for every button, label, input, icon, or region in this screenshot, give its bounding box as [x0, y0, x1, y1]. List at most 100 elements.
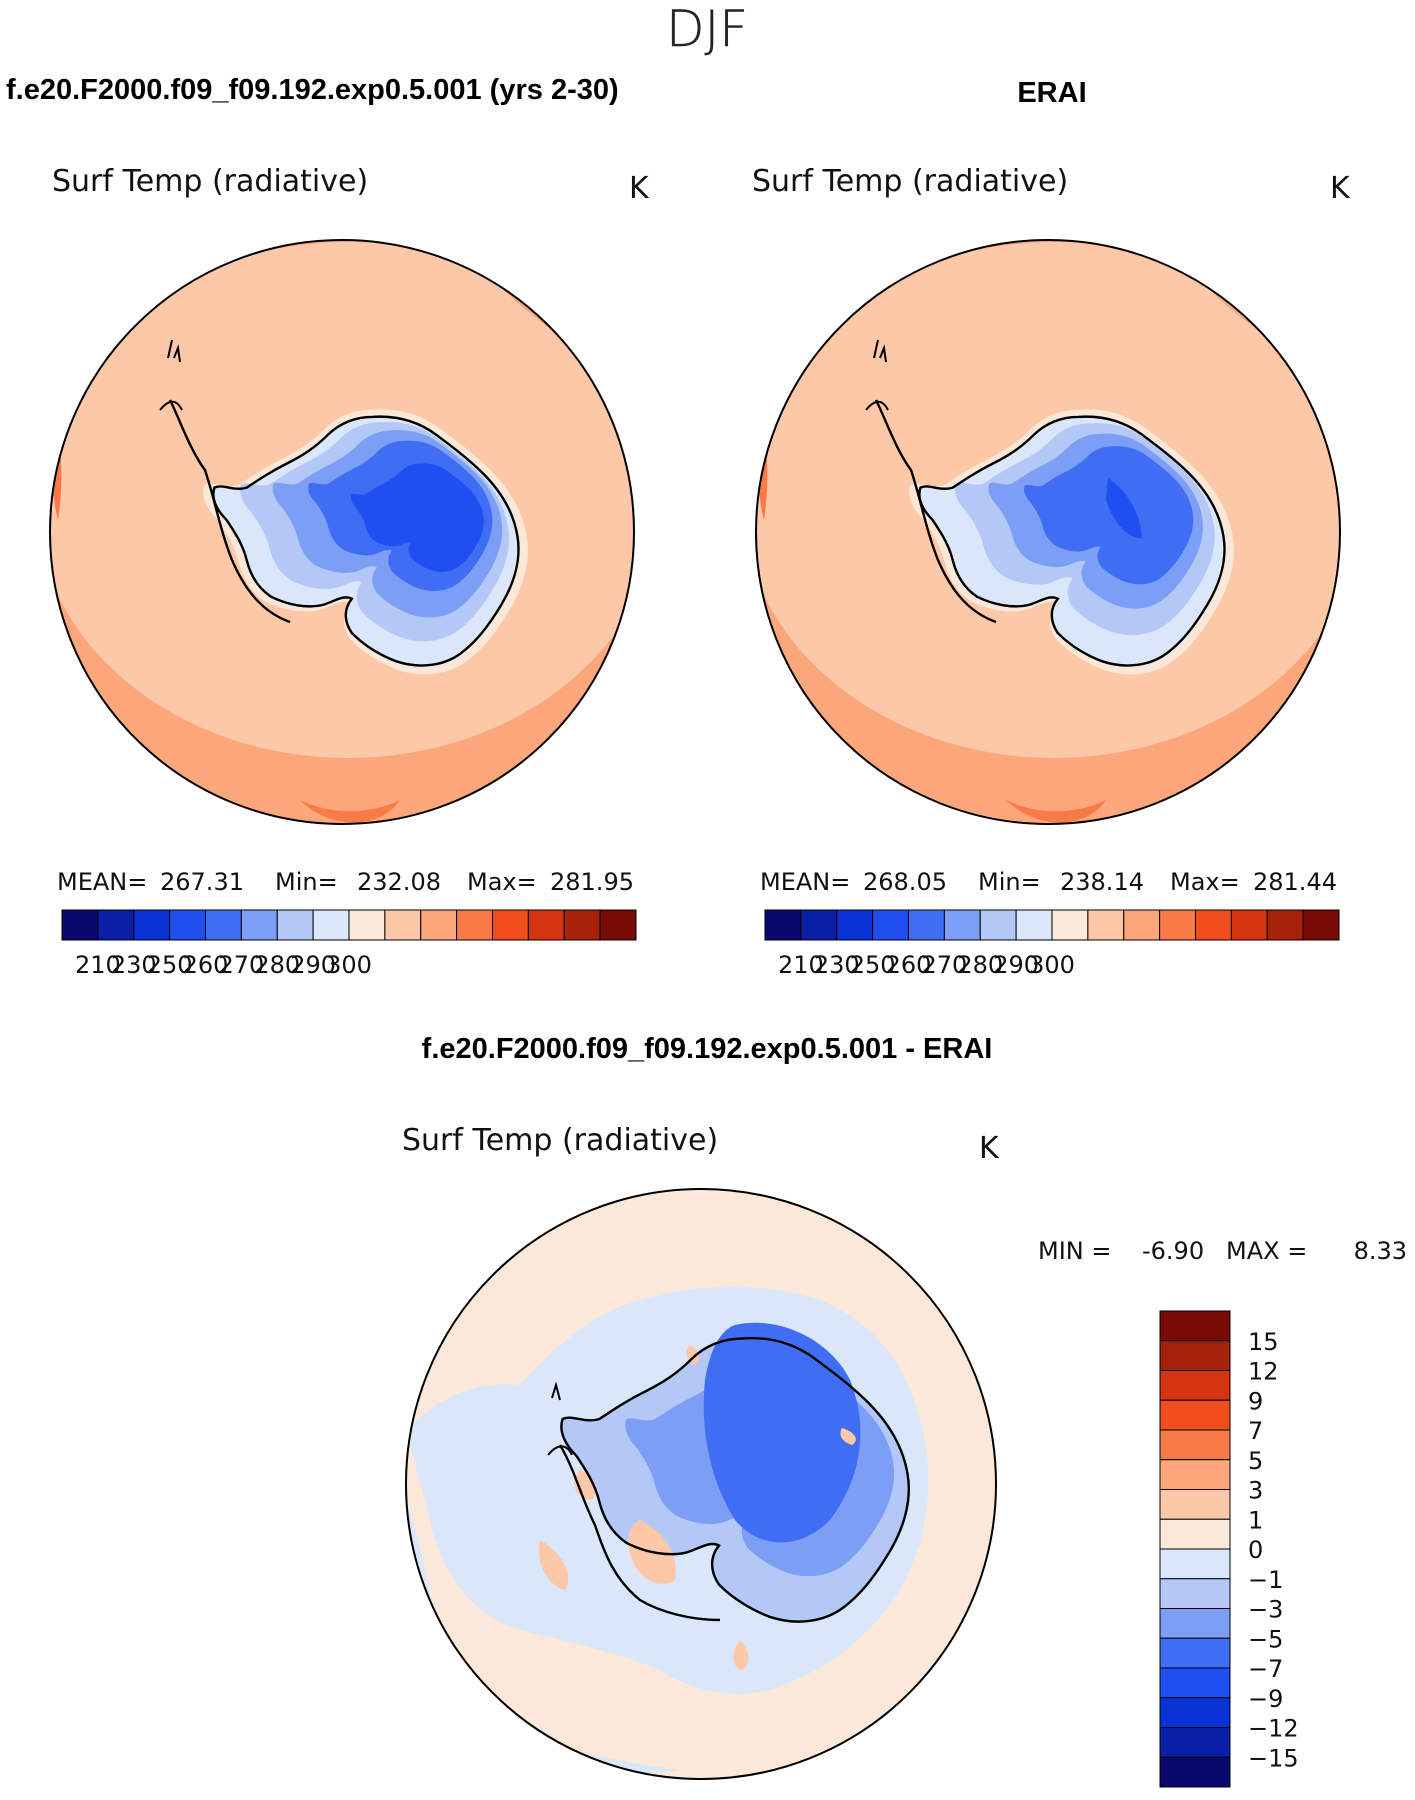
- colorbar-tick-label: 270: [921, 951, 967, 979]
- colorbar-swatch: [1159, 1310, 1231, 1342]
- colorbar-tick-label: 1: [1248, 1506, 1263, 1534]
- model-min-label: Min=: [275, 868, 338, 896]
- colorbar-swatch: [1159, 1518, 1231, 1550]
- colorbar-tick-label: −9: [1248, 1685, 1283, 1713]
- colorbar-tick-label: 15: [1248, 1328, 1279, 1356]
- colorbar-tick-label: 210: [75, 951, 121, 979]
- obs-max-label: Max=: [1170, 868, 1240, 896]
- model-min-value: 232.08: [357, 868, 441, 896]
- colorbar-swatch: [1015, 909, 1053, 941]
- colorbar-tick-label: 230: [111, 951, 157, 979]
- colorbar-swatch: [1302, 909, 1340, 941]
- colorbar-swatch: [169, 909, 206, 941]
- diff-min-value: -6.90: [1142, 1237, 1204, 1265]
- colorbar-swatch: [97, 909, 135, 941]
- colorbar-tick-label: 12: [1248, 1358, 1279, 1386]
- colorbar-swatch: [205, 909, 242, 941]
- colorbar-swatch: [1051, 909, 1089, 941]
- obs-mean-label: MEAN=: [760, 868, 850, 896]
- diff-min-label: MIN =: [1038, 1237, 1111, 1265]
- obs-min-label: Min=: [978, 868, 1041, 896]
- colorbar-swatch: [1230, 909, 1268, 941]
- model-variable-title: Surf Temp (radiative): [52, 164, 368, 199]
- colorbar-tick-label: 250: [850, 951, 896, 979]
- obs-max-value: 281.44: [1253, 868, 1337, 896]
- model-stats: MEAN= 267.31 Min= 232.08 Max= 281.95: [57, 868, 634, 896]
- diff-stats: MIN = -6.90 MAX = 8.33: [1038, 1237, 1407, 1265]
- colorbar-swatch: [276, 909, 314, 941]
- colorbar-tick-label: 290: [290, 951, 336, 979]
- colorbar-swatch: [492, 909, 529, 941]
- diff-panel: Surf Temp (radiative) K: [402, 1123, 1407, 1788]
- colorbar-swatch: [599, 909, 637, 941]
- model-max-value: 281.95: [550, 868, 634, 896]
- colorbar-swatch: [800, 909, 838, 941]
- colorbar-swatch: [527, 909, 565, 941]
- colorbar-tick-label: 0: [1248, 1536, 1263, 1564]
- colorbar-swatch: [61, 909, 99, 941]
- model-units-label: K: [629, 171, 650, 206]
- colorbar-tick-label: 230: [814, 951, 860, 979]
- model-mean-label: MEAN=: [57, 868, 147, 896]
- colorbar-swatch: [1195, 909, 1232, 941]
- obs-min-value: 238.14: [1060, 868, 1144, 896]
- colorbar-tick-label: −7: [1248, 1655, 1283, 1683]
- colorbar-swatch: [1159, 909, 1196, 941]
- colorbar-swatch: [348, 909, 386, 941]
- colorbar-swatch: [1159, 1667, 1231, 1699]
- colorbar-tick-label: 280: [254, 951, 300, 979]
- diff-max-label: MAX =: [1226, 1237, 1307, 1265]
- diff-max-value: 8.33: [1354, 1237, 1407, 1265]
- colorbar-tick-label: 210: [778, 951, 824, 979]
- colorbar-tick-label: 260: [183, 951, 229, 979]
- colorbar-swatch: [836, 909, 874, 941]
- colorbar-tick-label: 290: [993, 951, 1039, 979]
- colorbar-tick-label: 7: [1248, 1417, 1263, 1445]
- colorbar-swatch: [312, 909, 350, 941]
- obs-units-label: K: [1330, 171, 1351, 206]
- colorbar-tick-label: 250: [147, 951, 193, 979]
- colorbar-swatch: [240, 909, 278, 941]
- diff-units-label: K: [979, 1131, 1000, 1166]
- colorbar-tick-label: −15: [1248, 1744, 1299, 1772]
- obs-stats: MEAN= 268.05 Min= 238.14 Max= 281.44: [760, 868, 1337, 896]
- obs-title: ERAI: [1017, 77, 1086, 109]
- colorbar-swatch: [1159, 1429, 1231, 1461]
- colorbar-tick-label: 9: [1248, 1387, 1263, 1415]
- season-title: DJF: [666, 0, 748, 58]
- colorbar-swatch: [979, 909, 1017, 941]
- colorbar-swatch: [1159, 1340, 1231, 1371]
- colorbar-swatch: [1159, 1756, 1231, 1788]
- colorbar-tick-label: 280: [957, 951, 1003, 979]
- colorbar-swatch: [563, 909, 601, 941]
- obs-map: [755, 239, 1341, 825]
- colorbar-swatch: [1159, 1459, 1231, 1490]
- colorbar-tick-label: −12: [1248, 1715, 1299, 1743]
- model-max-label: Max=: [467, 868, 537, 896]
- colorbar-swatch: [420, 909, 458, 941]
- colorbar-swatch: [943, 909, 981, 941]
- colorbar-swatch: [1159, 1608, 1231, 1639]
- colorbar-swatch: [872, 909, 909, 941]
- colorbar-swatch: [908, 909, 945, 941]
- colorbar-swatch: [1159, 1489, 1231, 1520]
- model-mean-value: 267.31: [160, 868, 244, 896]
- colorbar-swatch: [384, 909, 422, 941]
- diff-title: f.e20.F2000.f09_f09.192.exp0.5.001 - ERA…: [422, 1033, 993, 1065]
- obs-variable-title: Surf Temp (radiative): [752, 164, 1068, 199]
- case-title: f.e20.F2000.f09_f09.192.exp0.5.001 (yrs …: [6, 74, 619, 106]
- colorbar-tick-label: 5: [1248, 1447, 1263, 1475]
- colorbar-swatch: [1159, 1578, 1231, 1609]
- colorbar-swatch: [1159, 1697, 1231, 1728]
- colorbar-tick-label: 270: [218, 951, 264, 979]
- colorbar-tick-label: 300: [326, 951, 372, 979]
- colorbar-tick-label: −5: [1248, 1625, 1283, 1653]
- colorbar-swatch: [1087, 909, 1125, 941]
- colorbar-swatch: [1159, 1727, 1231, 1758]
- colorbar-tick-label: −3: [1248, 1596, 1283, 1624]
- colorbar-swatch: [764, 909, 802, 941]
